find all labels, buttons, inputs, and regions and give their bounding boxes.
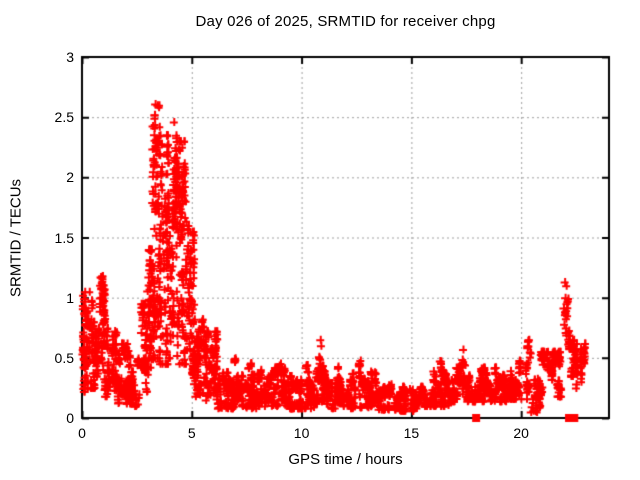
x-axis-label: GPS time / hours — [288, 451, 403, 468]
x-tick-label: 5 — [187, 425, 196, 441]
x-tick-label: 15 — [403, 425, 420, 441]
x-tick-label: 10 — [293, 425, 310, 441]
x-tick-label: 20 — [513, 425, 529, 441]
y-tick-label: 2 — [66, 169, 74, 186]
y-tick-label: 3 — [66, 49, 74, 65]
y-tick-label: 2.5 — [54, 109, 74, 126]
y-tick-label: 0 — [66, 410, 74, 426]
y-tick-label: 0.5 — [54, 349, 74, 366]
x-tick-label: 0 — [78, 425, 86, 441]
y-tick-label: 1 — [66, 289, 74, 306]
y-tick-label: 1.5 — [54, 229, 74, 246]
chart-title: Day 026 of 2025, SRMTID for receiver chp… — [195, 13, 496, 30]
